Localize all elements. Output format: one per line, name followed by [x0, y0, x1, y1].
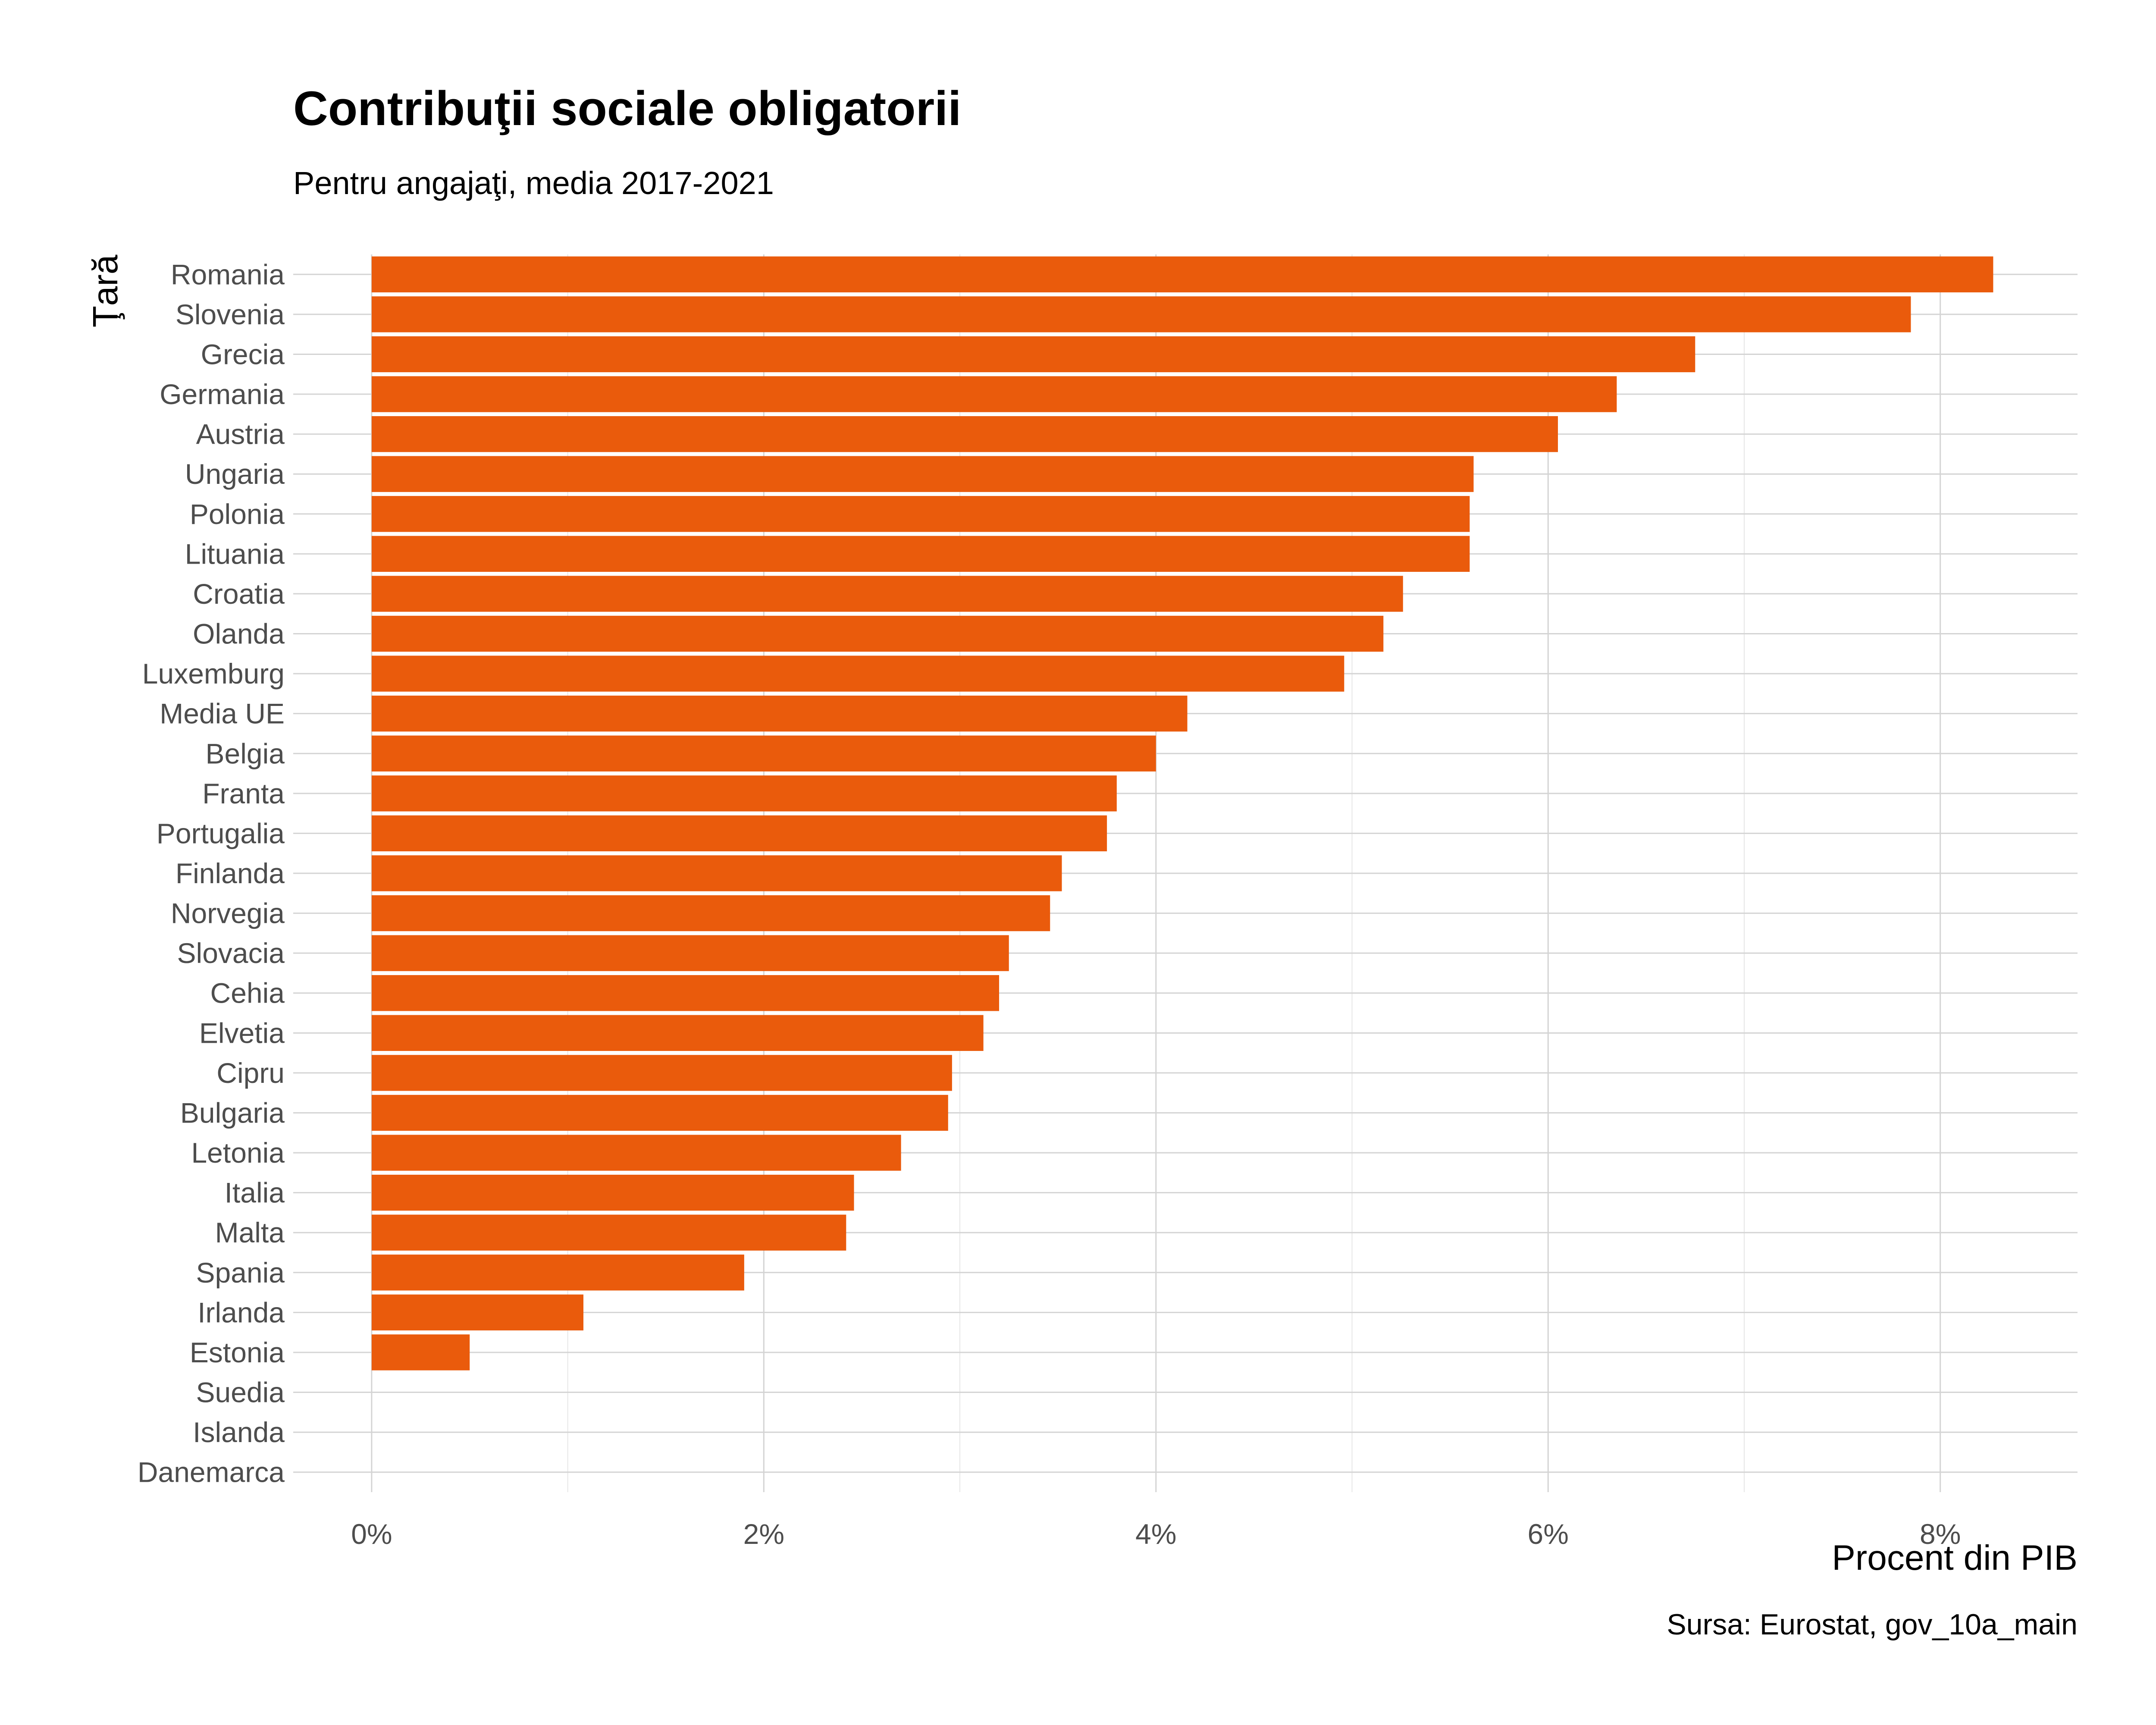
bar-cipru — [371, 1055, 952, 1091]
y-tick-label: Suedia — [196, 1377, 285, 1408]
y-tick-label: Danemarca — [138, 1456, 285, 1488]
y-tick-label: Franta — [202, 778, 285, 809]
bar-elvetia — [371, 1015, 984, 1051]
y-tick-label: Croatia — [193, 578, 285, 610]
bar-media-ue — [371, 696, 1188, 732]
bar-malta — [371, 1214, 846, 1251]
y-tick-label: Bulgaria — [180, 1097, 285, 1129]
x-tick-labels: 0% 2% 4% 6% 8% — [351, 1518, 1961, 1550]
bar-belgia — [371, 735, 1156, 772]
y-tick-label: Slovacia — [177, 937, 285, 969]
bar-lituania — [371, 536, 1470, 572]
bar-irlanda — [371, 1294, 583, 1331]
bar-spania — [371, 1255, 744, 1291]
y-tick-label: Portugalia — [157, 817, 285, 849]
y-tick-label: Romania — [171, 258, 285, 290]
y-tick-label: Polonia — [190, 498, 285, 530]
y-tick-label: Cipru — [216, 1057, 285, 1089]
y-tick-label: Media UE — [160, 698, 285, 730]
y-tick-label: Grecia — [201, 338, 285, 370]
x-tick-label: 8% — [1920, 1518, 1961, 1550]
bar-germania — [371, 376, 1617, 412]
y-tick-label: Norvegia — [171, 897, 285, 929]
chart-caption: Sursa: Eurostat, gov_10a_main — [1667, 1608, 2078, 1641]
x-axis-title: Procent din PIB — [1832, 1538, 2078, 1578]
bar-italia — [371, 1174, 854, 1211]
x-tick-label: 0% — [351, 1518, 392, 1550]
y-tick-label: Germania — [160, 378, 285, 410]
y-axis-title: Ţară — [86, 254, 125, 327]
y-tick-label: Elvetia — [199, 1017, 285, 1049]
bar-portugalia — [371, 815, 1107, 852]
bar-olanda — [371, 615, 1384, 652]
bar-slovacia — [371, 935, 1009, 971]
x-tick-label: 2% — [743, 1518, 784, 1550]
y-tick-label: Olanda — [193, 618, 285, 650]
y-tick-label: Malta — [215, 1217, 285, 1248]
y-tick-labels: Romania Slovenia Grecia Germania Austria Unga… — [138, 258, 285, 1488]
y-tick-label: Spania — [196, 1257, 285, 1289]
y-tick-label: Cehia — [210, 977, 285, 1009]
y-tick-label: Irlanda — [197, 1296, 285, 1328]
bar-cehia — [371, 975, 1000, 1011]
y-tick-label: Letonia — [191, 1137, 285, 1169]
bar-finlanda — [371, 855, 1062, 891]
chart-title: Contribuţii sociale obligatorii — [293, 82, 961, 135]
bar-luxemburg — [371, 656, 1344, 692]
bars — [371, 256, 1993, 1371]
y-tick-label: Luxemburg — [142, 658, 285, 690]
bar-grecia — [371, 336, 1695, 373]
bar-slovenia — [371, 296, 1911, 332]
x-tick-label: 6% — [1528, 1518, 1569, 1550]
y-tick-label: Islanda — [193, 1416, 285, 1448]
chart-subtitle: Pentru angajaţi, media 2017-2021 — [293, 165, 774, 201]
bar-estonia — [371, 1334, 470, 1371]
bar-franta — [371, 775, 1117, 812]
bar-ungaria — [371, 456, 1474, 492]
bar-croatia — [371, 576, 1403, 612]
y-tick-label: Finlanda — [175, 857, 285, 889]
bar-polonia — [371, 496, 1470, 532]
bar-bulgaria — [371, 1095, 948, 1131]
bar-austria — [371, 416, 1558, 452]
y-tick-label: Estonia — [190, 1336, 285, 1368]
bar-letonia — [371, 1135, 901, 1171]
bar-romania — [371, 256, 1993, 292]
y-tick-label: Ungaria — [185, 458, 285, 490]
y-tick-label: Belgia — [206, 737, 285, 769]
bar-norvegia — [371, 895, 1050, 932]
y-tick-label: Slovenia — [175, 298, 285, 330]
y-tick-label: Italia — [225, 1177, 285, 1209]
x-tick-label: 4% — [1135, 1518, 1176, 1550]
y-tick-label: Lituania — [185, 538, 285, 570]
y-tick-label: Austria — [196, 418, 285, 450]
